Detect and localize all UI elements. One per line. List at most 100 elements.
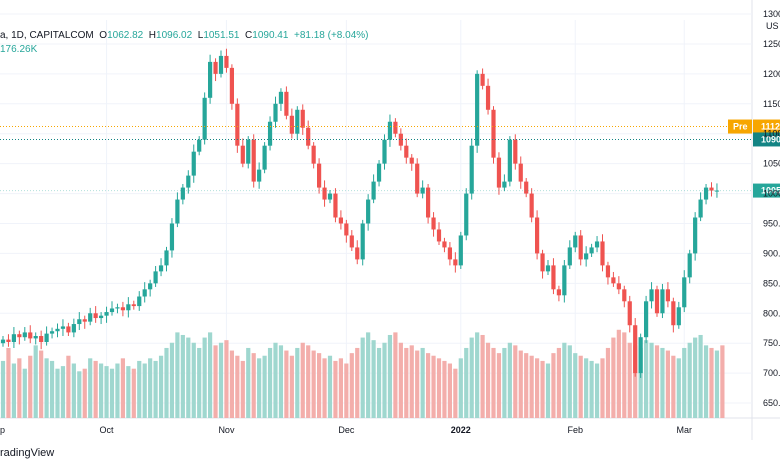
volume-bar [496,353,502,418]
candle-body [431,217,436,230]
candle-body [371,181,376,200]
candle-body [11,334,16,342]
candle-body [687,253,692,278]
candle-body [66,326,71,333]
candle-body [327,193,333,200]
volume-bar [66,355,71,418]
volume-bar [616,329,621,418]
volume-bar [218,342,224,418]
volume-bar [371,340,376,418]
candle-body [82,319,87,322]
candle-body [49,331,55,334]
volume-bar [480,334,485,418]
volume-bar [545,363,551,418]
x-tick-label: Feb [567,425,583,435]
volume-bar [148,358,153,418]
change-value: +81.18 (+8.04%) [293,30,369,41]
time-axis[interactable]: p Oct Nov Dec 2022 Feb Mar [0,425,692,435]
volume-bar [720,345,725,418]
candle-body [235,103,240,146]
volume-bar [186,337,191,418]
candle-body [44,333,49,342]
last-price-tag [753,183,780,198]
x-tick-label: Dec [338,425,355,435]
volume-bar [17,358,22,418]
volume-bar [44,358,49,418]
volume-bar [306,345,311,418]
volume-bars [0,329,725,418]
x-tick-label: Mar [677,425,693,435]
candle-body [502,181,507,188]
ohlc-legend: a, 1D, CAPITALCOM O1062.82 H1096.02 L105… [0,30,368,41]
candle-body [355,247,360,260]
volume-bar [567,345,572,418]
volume-bar [246,347,251,418]
volume-bar [491,347,496,418]
volume-bar [311,350,316,418]
candle-body [115,307,120,309]
volume-bar [649,342,654,418]
volume-bar [387,334,393,418]
candle-body [442,241,447,248]
volume-bar [88,358,93,418]
volume-bar [99,363,104,418]
candle-body [169,223,175,251]
volume-bar [109,368,115,418]
candle-body [404,145,409,158]
volume-bar [529,355,534,418]
volume-bar [682,347,687,418]
candle-body [491,109,496,158]
candle-body [518,163,523,182]
volume-bar [169,342,175,418]
candle-body [611,277,616,284]
volume-bar [654,345,660,418]
volume-bar [158,355,164,418]
volume-bar [33,345,38,418]
volume-bar [464,347,469,418]
volume-bar [409,345,414,418]
candle-body [633,325,638,374]
volume-bar [442,360,447,418]
candle-body [622,289,627,302]
candle-body [676,307,681,326]
candle-body [627,301,632,326]
price-levels: Pre 1112 1090 1005 [0,119,780,198]
candle-body [208,61,213,98]
candle-body [671,301,676,326]
volume-bar [333,360,338,418]
volume-bar [240,360,245,418]
volume-bar [698,334,703,418]
volume-bar [208,332,213,418]
candle-body [485,85,491,110]
volume-bar [605,347,611,418]
candle-body [213,61,218,74]
candle-body [616,283,621,290]
candle-body [469,145,474,194]
candle-body [322,187,327,200]
candle-body [605,265,611,278]
volume-bar [0,360,6,418]
volume-bar [382,342,387,418]
volume-bar [360,337,365,418]
candle-body [202,97,207,140]
volume-bar [644,340,649,418]
volume-bar [180,334,185,418]
volume-bar [137,360,142,418]
candle-body [420,187,425,194]
price-axis[interactable]: 650.00 700.00 750.00 800.00 850.00 900.00 950.… [763,9,780,408]
candle-body [22,332,27,338]
candle-body [360,223,365,260]
volume-bar [562,342,567,418]
close-value: 1090.41 [252,30,289,41]
candle-body [600,241,605,266]
candle-body [507,139,512,182]
symbol-label: a, 1D, CAPITALCOM [0,30,94,41]
tradingview-brand[interactable]: radingView [0,447,55,459]
candle-body [224,55,229,68]
volume-bar [262,355,267,418]
candle-body [153,271,158,284]
candle-body [562,265,567,296]
volume-bar [115,363,120,418]
candle-body [306,127,311,146]
